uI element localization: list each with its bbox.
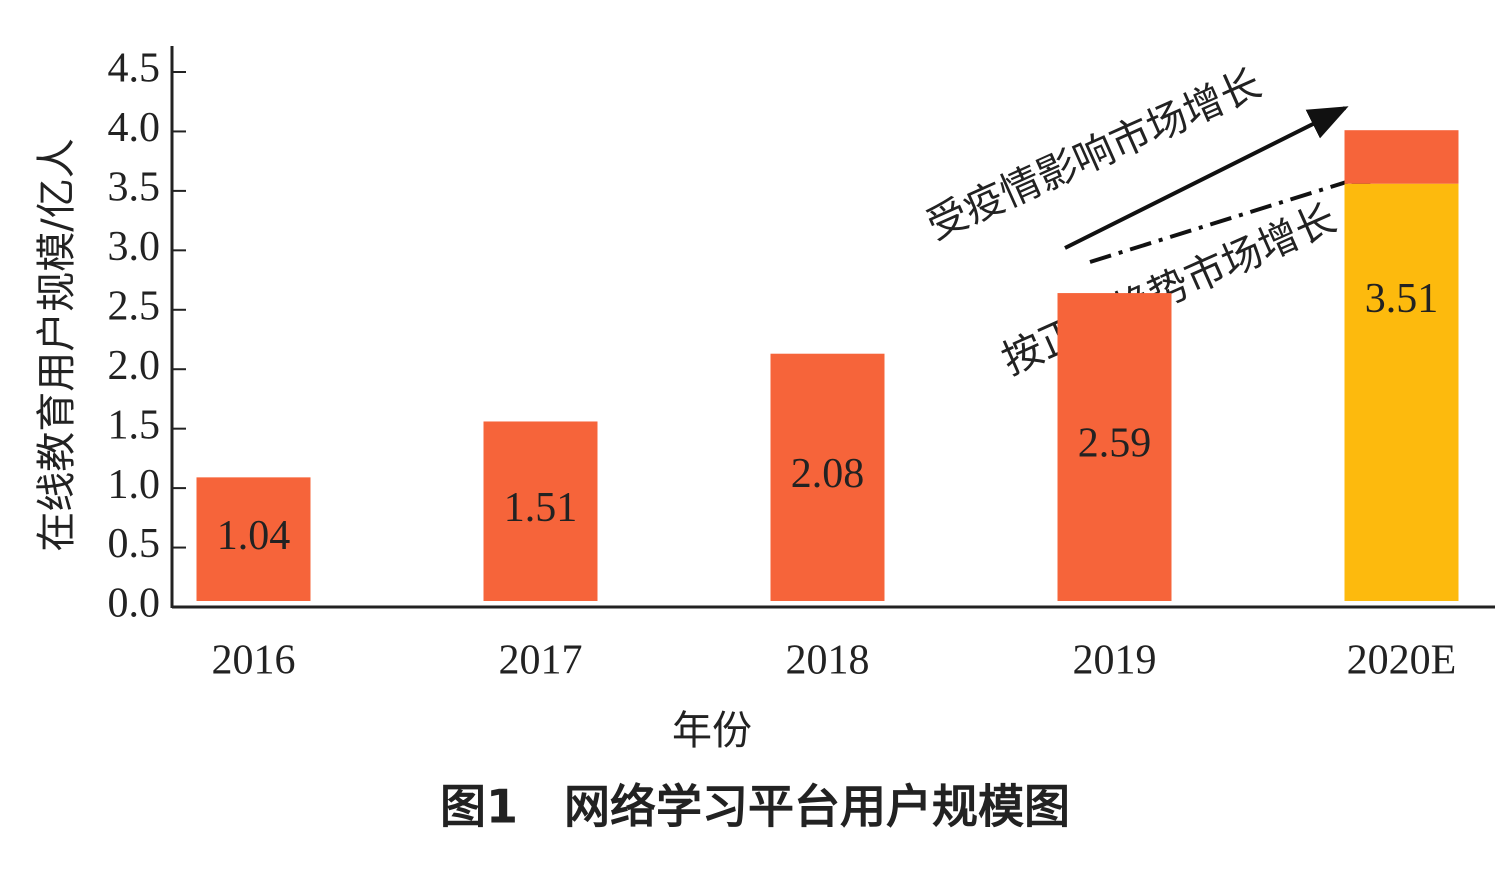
y-tick-label: 1.5	[108, 402, 161, 448]
y-tick-label: 0.0	[108, 581, 161, 627]
value-label: 1.04	[217, 513, 291, 559]
x-axis-label: 年份	[672, 708, 752, 754]
arrow	[1064, 106, 1349, 250]
y-tick-label: 4.0	[108, 105, 161, 151]
y-axis-label: 在线教育用户规模/亿人	[34, 138, 80, 551]
value-label: 3.51	[1365, 276, 1439, 322]
y-tick-label: 0.5	[108, 521, 161, 567]
bar	[196, 477, 311, 601]
bar	[770, 353, 885, 601]
arrow	[1089, 165, 1389, 264]
x-tick-label: 2018	[786, 638, 870, 684]
x-tick-label: 2016	[212, 638, 296, 684]
value-label: 1.51	[504, 485, 578, 531]
y-tick-label: 1.0	[108, 462, 161, 508]
caption: 图1 网络学习平台用户规模图	[440, 780, 1070, 834]
value-label: 2.59	[1078, 421, 1152, 467]
bar	[1057, 293, 1172, 601]
x-tick-label: 2017	[499, 638, 583, 684]
x-tick-label: 2020E	[1347, 638, 1457, 684]
bar	[1344, 130, 1459, 184]
y-tick-label: 2.0	[108, 343, 161, 389]
value-label: 2.08	[791, 451, 865, 497]
x-tick-label: 2019	[1073, 638, 1157, 684]
y-tick-label: 2.5	[108, 283, 161, 329]
y-tick-label: 3.0	[108, 224, 161, 270]
bar	[1344, 183, 1459, 601]
y-tick-label: 3.5	[108, 165, 161, 211]
y-tick-label: 4.5	[108, 46, 161, 92]
bar	[483, 421, 598, 601]
